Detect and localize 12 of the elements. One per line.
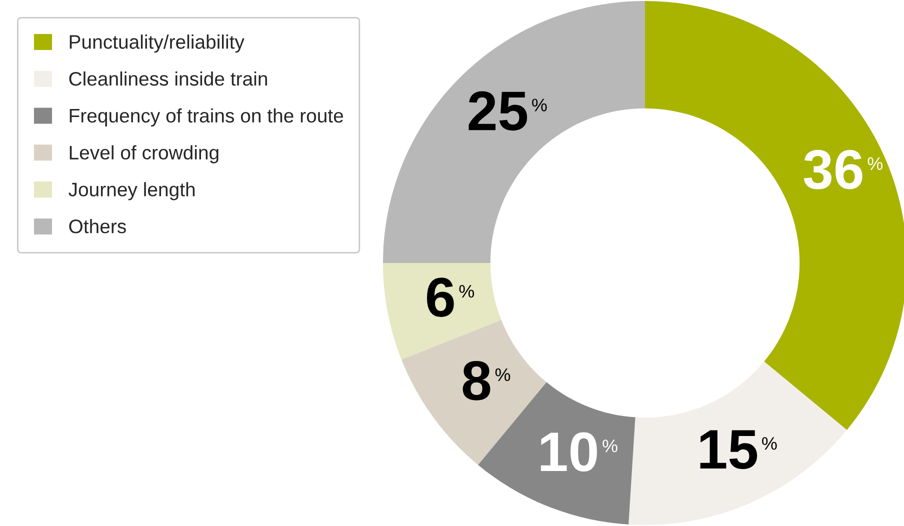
data-label: 36% xyxy=(804,150,883,190)
data-label: 25% xyxy=(468,91,547,131)
data-label: 15% xyxy=(700,430,777,470)
data-label: 8% xyxy=(462,361,510,400)
data-label: 10% xyxy=(540,432,618,472)
legend-label: Level of crowding xyxy=(70,145,218,164)
data-label: 6% xyxy=(426,278,474,317)
legend-label: Others xyxy=(69,219,126,234)
legend-label: Journey length xyxy=(68,182,195,200)
legend-label: Frequency of trains on the route xyxy=(70,108,344,126)
legend-label: Punctuality/reliability xyxy=(70,34,244,53)
legend-label: Cleanliness inside train xyxy=(69,71,267,86)
